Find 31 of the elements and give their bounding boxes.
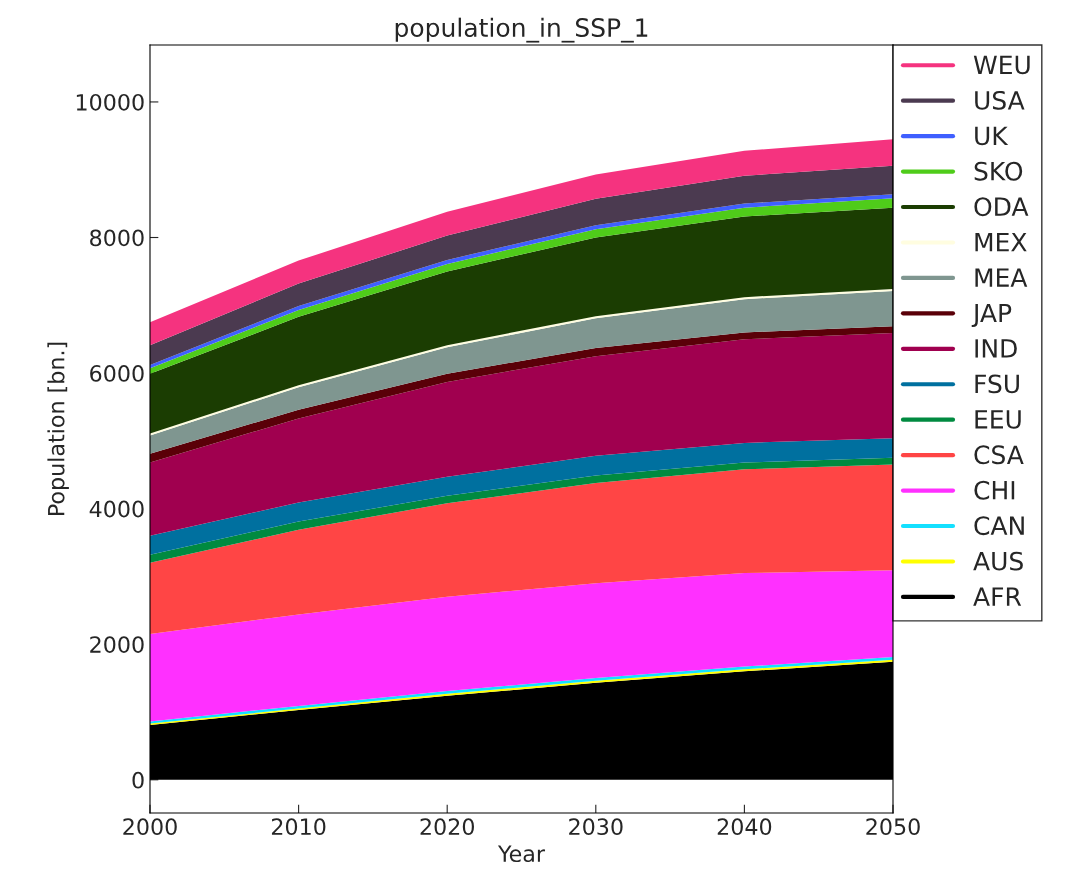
legend-label: WEU — [973, 55, 1030, 75]
y-tick-label: 10000 — [76, 93, 144, 111]
x-tick-label: 2050 — [866, 818, 920, 836]
x-tick-label: 2010 — [271, 818, 326, 836]
x-tick-label: 2000 — [123, 818, 177, 836]
chart-title: population_in_SSP_1 — [395, 17, 648, 43]
y-tick-label: 6000 — [90, 365, 144, 382]
legend-label: USA — [975, 90, 1025, 110]
legend-label: SKO — [974, 161, 1023, 181]
legend-label: UK — [975, 126, 1009, 146]
x-axis-title: Year — [497, 845, 546, 863]
legend-label: FSU — [975, 374, 1019, 394]
legend-label: EEU — [975, 410, 1021, 429]
y-axis-title: Population [bn.] — [47, 342, 69, 516]
legend-label: CAN — [974, 516, 1024, 536]
y-tick-label: 0 — [132, 771, 144, 789]
legend-label: CSA — [974, 445, 1024, 465]
legend-label: ODA — [974, 197, 1029, 217]
legend-label: IND — [975, 339, 1017, 358]
y-tick-label: 8000 — [90, 229, 144, 247]
legend-label: AFR — [973, 587, 1022, 606]
y-tick-label: 4000 — [89, 500, 144, 518]
x-tick-label: 2040 — [717, 818, 772, 836]
legend-label: MEA — [975, 268, 1028, 287]
legend-label: MEX — [975, 233, 1027, 252]
x-tick-label: 2020 — [420, 818, 474, 836]
legend-label: CHI — [974, 480, 1015, 500]
x-tick-label: 2030 — [569, 818, 623, 836]
legend-label: JAP — [971, 303, 1012, 328]
legend-label: AUS — [973, 551, 1023, 571]
y-tick-label: 2000 — [90, 636, 144, 653]
